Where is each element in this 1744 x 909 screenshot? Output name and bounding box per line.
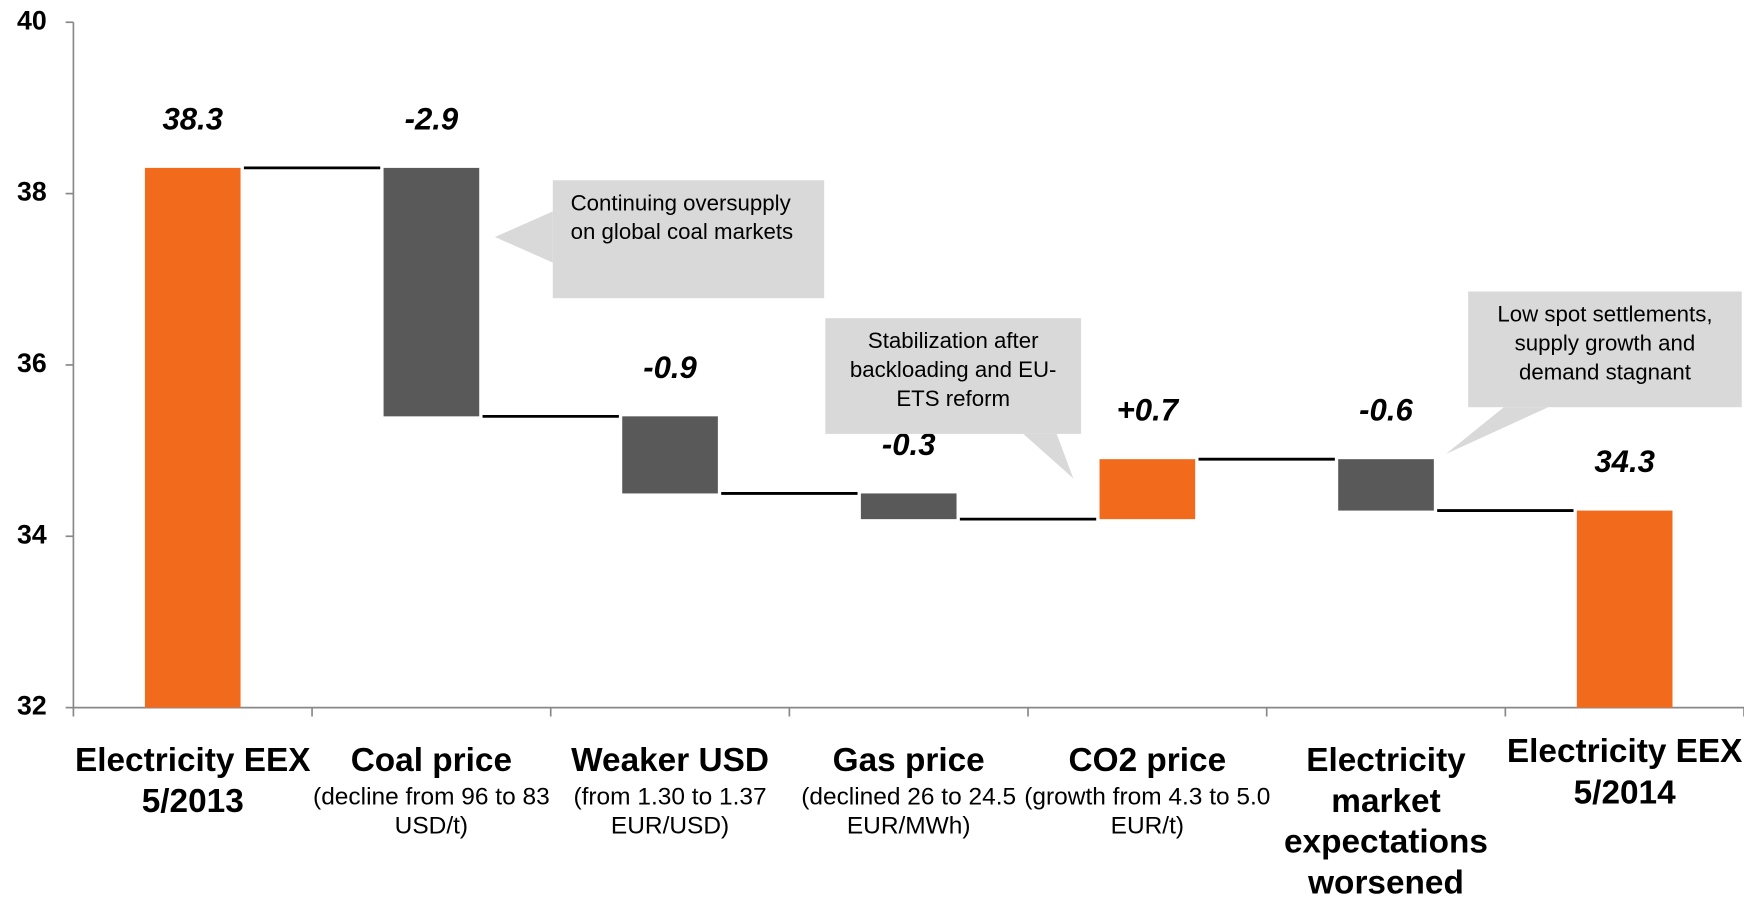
category: CO2 price (growth from 4.3 to 5.0 EUR/t) [1019, 741, 1275, 840]
value-label: +0.7 [1117, 393, 1180, 428]
callout: Continuing oversupply on global coal mar… [570, 191, 794, 245]
callout: Low spot settlements, supply growth and … [1497, 302, 1713, 385]
value-label: -0.9 [643, 350, 697, 385]
category-note: (declined 26 to 24.5 EUR/MWh) [801, 781, 1017, 839]
category-title: Electricity EEX 5/2013 [74, 742, 311, 820]
category-label: CO2 price(growth from 4.3 to 5.0 EUR/t) [1019, 741, 1275, 840]
category-note: (from 1.30 to 1.37 EUR/USD) [573, 781, 767, 839]
bar [860, 493, 957, 520]
category: Electricity EEX 5/2013 [65, 741, 321, 822]
value-label: 38.3 [162, 101, 223, 136]
bar [1338, 459, 1434, 511]
callout-pointer [1023, 433, 1074, 479]
category-label: Coal price(decline from 96 to 83 USD/t) [303, 741, 559, 840]
category-label: Electricity market expectations worsened [1258, 741, 1514, 904]
callout-text: Stabilization after backloading and EU-E… [849, 329, 1057, 412]
y-tick-label: 40 [17, 5, 47, 35]
category-title: Electricity EEX 5/2014 [1506, 733, 1743, 811]
bar [144, 167, 241, 708]
category-title: Electricity market expectations worsened [1283, 742, 1488, 901]
y-tick-label: 38 [17, 177, 47, 207]
category-label: Weaker USD(from 1.30 to 1.37 EUR/USD) [542, 741, 798, 840]
value-label: 34.3 [1594, 444, 1655, 479]
category-note: (growth from 4.3 to 5.0 EUR/t) [1024, 781, 1271, 839]
callout-box [1468, 291, 1742, 408]
callout-text: Low spot settlements, supply growth and … [1497, 302, 1713, 385]
category-title: Weaker USD [571, 742, 769, 779]
y-tick-label: 36 [17, 348, 47, 378]
bar [622, 416, 718, 494]
callout-pointer [494, 211, 553, 263]
category-label: Electricity EEX 5/2013 [65, 741, 321, 822]
category-label: Electricity EEX 5/2014 [1496, 732, 1744, 813]
value-label: -0.6 [1359, 393, 1413, 428]
category-title: Coal price [350, 742, 513, 779]
y-tick-label: 32 [17, 691, 47, 721]
category-note: (decline from 96 to 83 USD/t) [313, 781, 550, 839]
category: Electricity EEX 5/2014 [1496, 732, 1744, 813]
category: Coal price (decline from 96 to 83 USD/t) [303, 741, 559, 840]
category-title: Gas price [832, 742, 985, 779]
callout: Stabilization after backloading and EU-E… [849, 329, 1057, 412]
value-label: -2.9 [405, 101, 459, 136]
category: Weaker USD (from 1.30 to 1.37 EUR/USD) [542, 741, 798, 840]
callout-box [825, 318, 1082, 434]
category: Electricity market expectations worsened [1258, 741, 1514, 904]
y-tick-label: 34 [17, 519, 47, 549]
category-label: Gas price(declined 26 to 24.5 EUR/MWh) [780, 741, 1036, 840]
category: Gas price (declined 26 to 24.5 EUR/MWh) [780, 741, 1036, 840]
callout-pointer [1445, 407, 1549, 454]
callout-box [552, 180, 825, 299]
bar [1576, 510, 1673, 708]
callout-text: Continuing oversupply on global coal mar… [570, 191, 794, 245]
category-title: CO2 price [1068, 742, 1227, 779]
bar [1099, 459, 1196, 520]
bar [383, 167, 480, 417]
